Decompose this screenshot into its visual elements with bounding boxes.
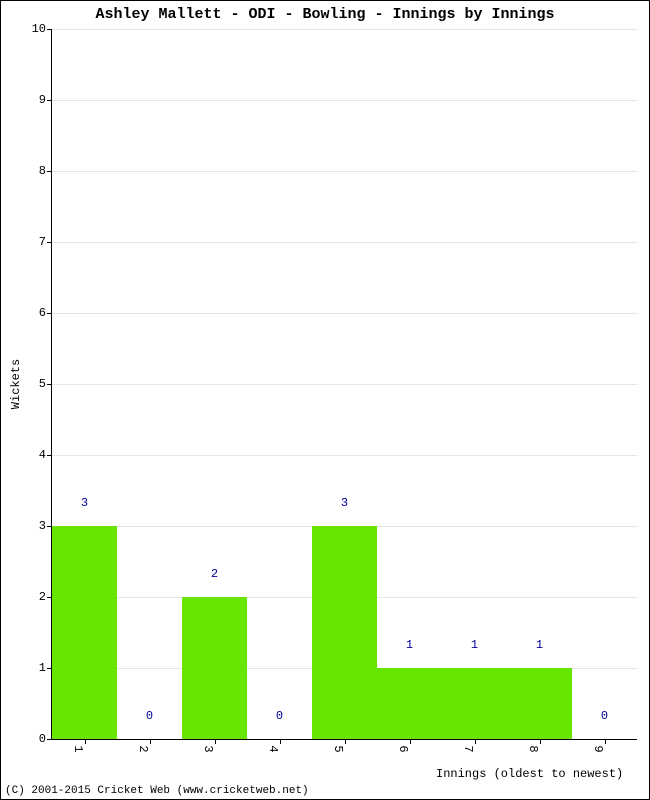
y-axis-label: Wickets <box>9 359 23 409</box>
bar <box>52 526 117 739</box>
y-tick-label: 10 <box>32 22 52 36</box>
y-tick-label: 2 <box>39 590 52 604</box>
y-tick-label: 5 <box>39 377 52 391</box>
bar <box>312 526 377 739</box>
x-tick-mark <box>410 739 411 744</box>
x-tick-label: 6 <box>396 745 410 752</box>
grid-line <box>52 242 637 243</box>
grid-line <box>52 313 637 314</box>
y-tick-label: 4 <box>39 448 52 462</box>
x-tick-mark <box>605 739 606 744</box>
x-tick-label: 4 <box>266 745 280 752</box>
x-axis-label: Innings (oldest to newest) <box>436 767 623 781</box>
value-label: 1 <box>471 638 478 652</box>
value-label: 0 <box>276 709 283 723</box>
y-tick-label: 6 <box>39 306 52 320</box>
x-tick-label: 1 <box>71 745 85 752</box>
x-tick-mark <box>85 739 86 744</box>
plot-area: 012345678910310223043516171809 <box>51 29 637 740</box>
x-tick-mark <box>150 739 151 744</box>
x-tick-label: 8 <box>526 745 540 752</box>
grid-line <box>52 100 637 101</box>
x-tick-label: 5 <box>331 745 345 752</box>
y-tick-label: 8 <box>39 164 52 178</box>
y-tick-label: 0 <box>39 732 52 746</box>
x-tick-label: 2 <box>136 745 150 752</box>
x-tick-mark <box>280 739 281 744</box>
grid-line <box>52 455 637 456</box>
x-tick-label: 9 <box>591 745 605 752</box>
bar <box>442 668 507 739</box>
value-label: 1 <box>406 638 413 652</box>
grid-line <box>52 29 637 30</box>
chart-title: Ashley Mallett - ODI - Bowling - Innings… <box>1 6 649 23</box>
y-tick-label: 7 <box>39 235 52 249</box>
x-tick-mark <box>345 739 346 744</box>
value-label: 0 <box>146 709 153 723</box>
value-label: 3 <box>341 496 348 510</box>
chart-container: Ashley Mallett - ODI - Bowling - Innings… <box>0 0 650 800</box>
y-tick-label: 9 <box>39 93 52 107</box>
value-label: 3 <box>81 496 88 510</box>
value-label: 0 <box>601 709 608 723</box>
value-label: 2 <box>211 567 218 581</box>
bar <box>377 668 442 739</box>
value-label: 1 <box>536 638 543 652</box>
x-tick-mark <box>540 739 541 744</box>
y-tick-label: 3 <box>39 519 52 533</box>
x-tick-label: 3 <box>201 745 215 752</box>
grid-line <box>52 171 637 172</box>
bar <box>507 668 572 739</box>
bar <box>182 597 247 739</box>
x-tick-label: 7 <box>461 745 475 752</box>
grid-line <box>52 384 637 385</box>
x-tick-mark <box>475 739 476 744</box>
y-tick-label: 1 <box>39 661 52 675</box>
x-tick-mark <box>215 739 216 744</box>
copyright-text: (C) 2001-2015 Cricket Web (www.cricketwe… <box>5 785 309 797</box>
